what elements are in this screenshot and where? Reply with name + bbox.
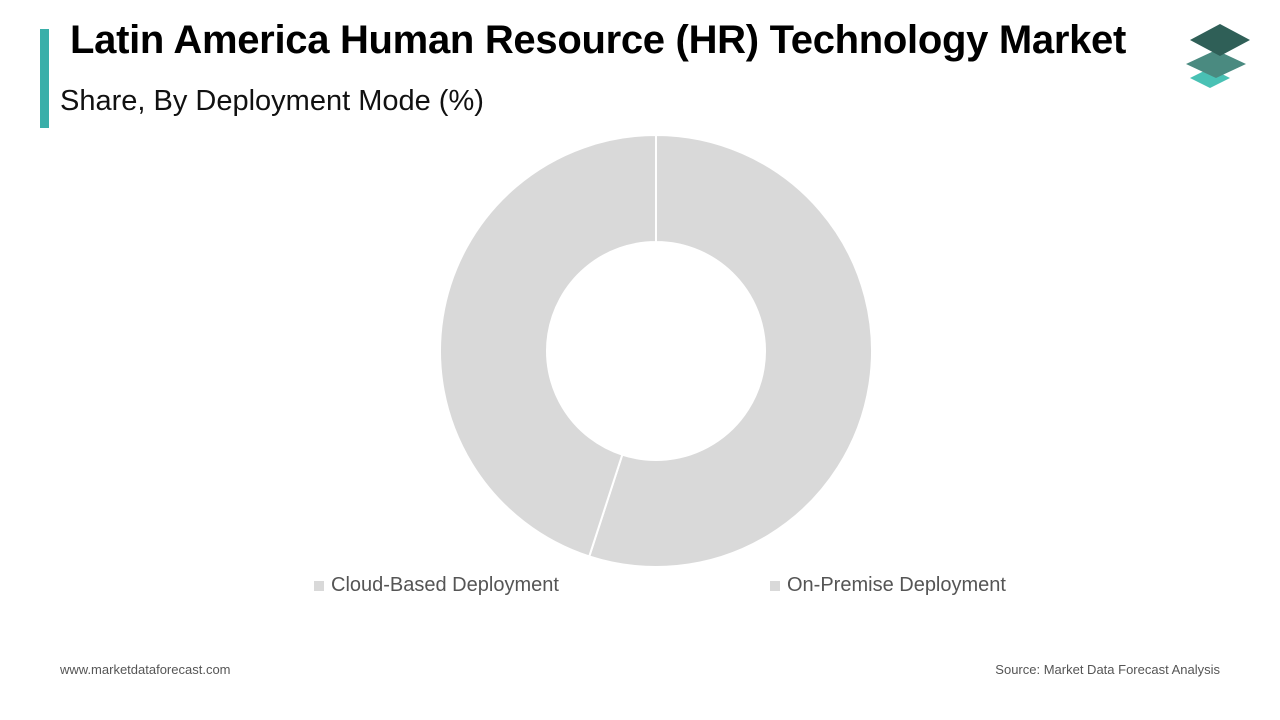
legend-item-on-premise: On-Premise Deployment <box>770 574 1006 597</box>
donut-slices <box>439 133 873 568</box>
website-url: www.marketdataforecast.com <box>60 662 231 677</box>
donut-slice-cloud-based-deployment <box>587 133 873 568</box>
legend-label-on-premise: On-Premise Deployment <box>787 574 1006 596</box>
legend-swatch-cloud-based <box>314 580 324 591</box>
title-accent-bar <box>40 29 49 128</box>
donut-slice-on-premise-deployment <box>439 133 657 558</box>
stacked-layers-logo-icon <box>1186 24 1250 88</box>
legend-swatch-on-premise <box>770 580 780 591</box>
logo-layer-top <box>1190 24 1250 56</box>
chart-legend: Cloud-Based Deployment On-Premise Deploy… <box>0 574 1280 604</box>
legend-label-cloud-based: Cloud-Based Deployment <box>331 574 559 596</box>
logo-layer-middle <box>1186 50 1246 78</box>
legend-item-cloud-based: Cloud-Based Deployment <box>314 574 559 597</box>
source-note: Source: Market Data Forecast Analysis <box>995 662 1220 677</box>
chart-title: Latin America Human Resource (HR) Techno… <box>70 18 1127 62</box>
chart-subtitle: Share, By Deployment Mode (%) <box>60 85 484 117</box>
